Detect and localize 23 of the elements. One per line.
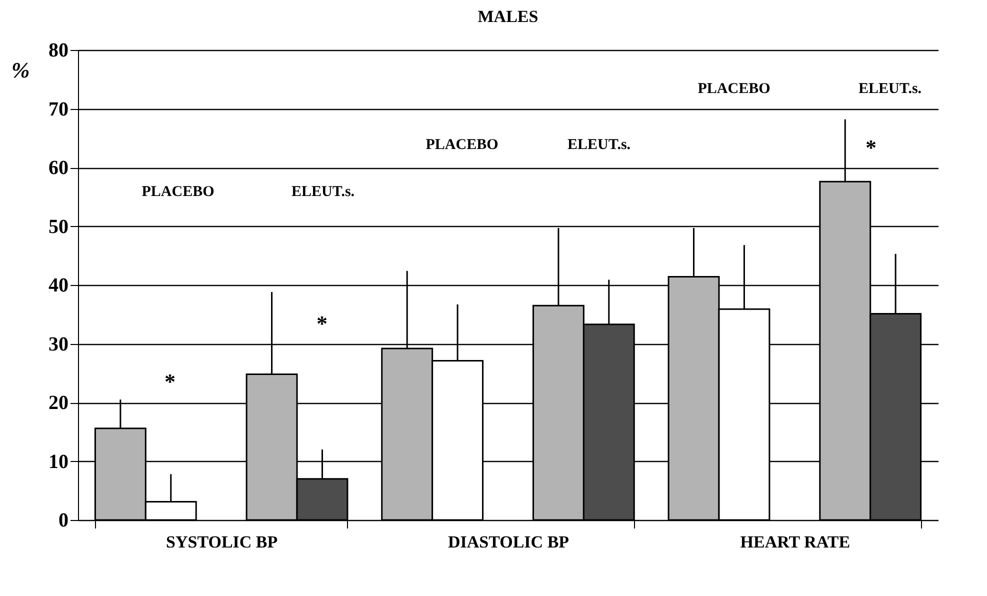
annotation: PLACEBO: [698, 81, 770, 97]
y-tick-label: 20: [48, 392, 68, 414]
x-tick-label: DIASTOLIC BP: [448, 532, 570, 552]
chart-title: MALES: [478, 7, 538, 26]
y-tick-label: 70: [48, 98, 68, 120]
annotation: ELEUT.s.: [567, 137, 631, 153]
x-tick-label: SYSTOLIC BP: [166, 532, 278, 552]
annotation: ELEUT.s.: [858, 81, 922, 97]
y-tick-label: 50: [48, 216, 68, 238]
annotation: PLACEBO: [142, 184, 214, 200]
y-tick-label: 0: [58, 510, 68, 532]
y-tick-label: 40: [48, 274, 68, 296]
y-axis-title: %: [11, 58, 30, 82]
annotation: *: [866, 135, 876, 160]
annotation: PLACEBO: [426, 137, 498, 153]
y-tick-label: 60: [48, 157, 68, 179]
annotation: *: [316, 311, 328, 336]
y-tick-label: 10: [48, 450, 68, 473]
annotation: ELEUT.s.: [291, 184, 355, 200]
y-tick-label: 80: [48, 40, 68, 62]
annotation: *: [164, 369, 176, 394]
y-tick-label: 30: [48, 333, 68, 356]
x-tick-label: HEART RATE: [740, 532, 850, 552]
